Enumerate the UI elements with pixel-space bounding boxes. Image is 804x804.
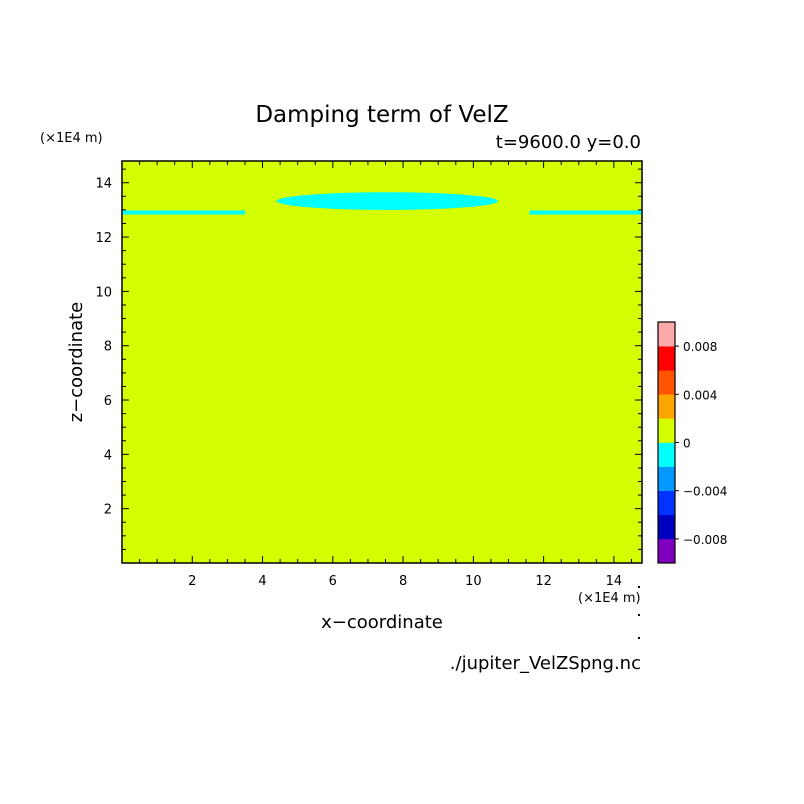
y-axis-label: z−coordinate bbox=[66, 302, 87, 423]
colorbar-segment bbox=[658, 418, 675, 443]
x-tick-label: 6 bbox=[329, 574, 337, 589]
y-axis-unit: (×1E4 m) bbox=[40, 131, 103, 146]
colorbar-segment bbox=[658, 514, 675, 540]
colorbar-segment bbox=[658, 370, 675, 395]
colorbar-segment bbox=[658, 466, 675, 491]
colorbar-segment bbox=[658, 490, 675, 516]
x-tick-label: 14 bbox=[606, 574, 623, 589]
x-axis-unit: (×1E4 m) bbox=[578, 591, 641, 606]
colorbar-tick-label: 0 bbox=[683, 437, 691, 451]
x-tick-label: 8 bbox=[399, 574, 407, 589]
colorbar-tick-label: 0.004 bbox=[683, 388, 717, 402]
field-background bbox=[122, 161, 642, 563]
x-tick-label: 10 bbox=[465, 574, 482, 589]
x-tick-label: 4 bbox=[258, 574, 266, 589]
x-axis-label: x−coordinate bbox=[321, 612, 443, 633]
negative-region-strip bbox=[529, 210, 642, 215]
colorbar-tick-label: −0.008 bbox=[683, 533, 727, 547]
y-tick-label: 10 bbox=[95, 285, 112, 300]
x-tick-label: 2 bbox=[188, 574, 196, 589]
y-tick-label: 8 bbox=[104, 340, 112, 355]
x-axis-ticks: 2 4 6 8 10 12 14 bbox=[139, 161, 632, 589]
y-tick-label: 6 bbox=[104, 394, 112, 409]
negative-region-lens bbox=[276, 192, 498, 210]
plot-frame bbox=[121, 160, 643, 564]
colorbar-segment bbox=[658, 394, 675, 419]
chart-title: Damping term of VelZ bbox=[255, 102, 508, 128]
colorbar-tick-label: 0.008 bbox=[683, 340, 717, 354]
colorbar-tick-label: −0.004 bbox=[683, 485, 727, 499]
colorbar-segment bbox=[658, 442, 675, 467]
plot-area bbox=[121, 160, 643, 564]
y-tick-label: 4 bbox=[104, 448, 112, 463]
colorbar-segment bbox=[658, 346, 675, 371]
y-tick-label: 14 bbox=[95, 177, 112, 192]
y-axis-ticks: 2 4 6 8 10 12 14 bbox=[95, 168, 642, 550]
y-tick-label: 12 bbox=[95, 231, 112, 246]
negative-region-strip bbox=[122, 210, 245, 215]
y-tick-label: 2 bbox=[104, 503, 112, 518]
stray-marks bbox=[638, 586, 640, 639]
chart-subtitle: t=9600.0 y=0.0 bbox=[496, 132, 641, 153]
colorbar: −0.008 −0.004 0 0.004 0.008 bbox=[657, 321, 727, 564]
colorbar-segment bbox=[658, 538, 675, 564]
source-file-label: ./jupiter_VelZSpng.nc bbox=[450, 653, 641, 674]
x-tick-label: 12 bbox=[535, 574, 552, 589]
colorbar-segment bbox=[658, 322, 675, 347]
